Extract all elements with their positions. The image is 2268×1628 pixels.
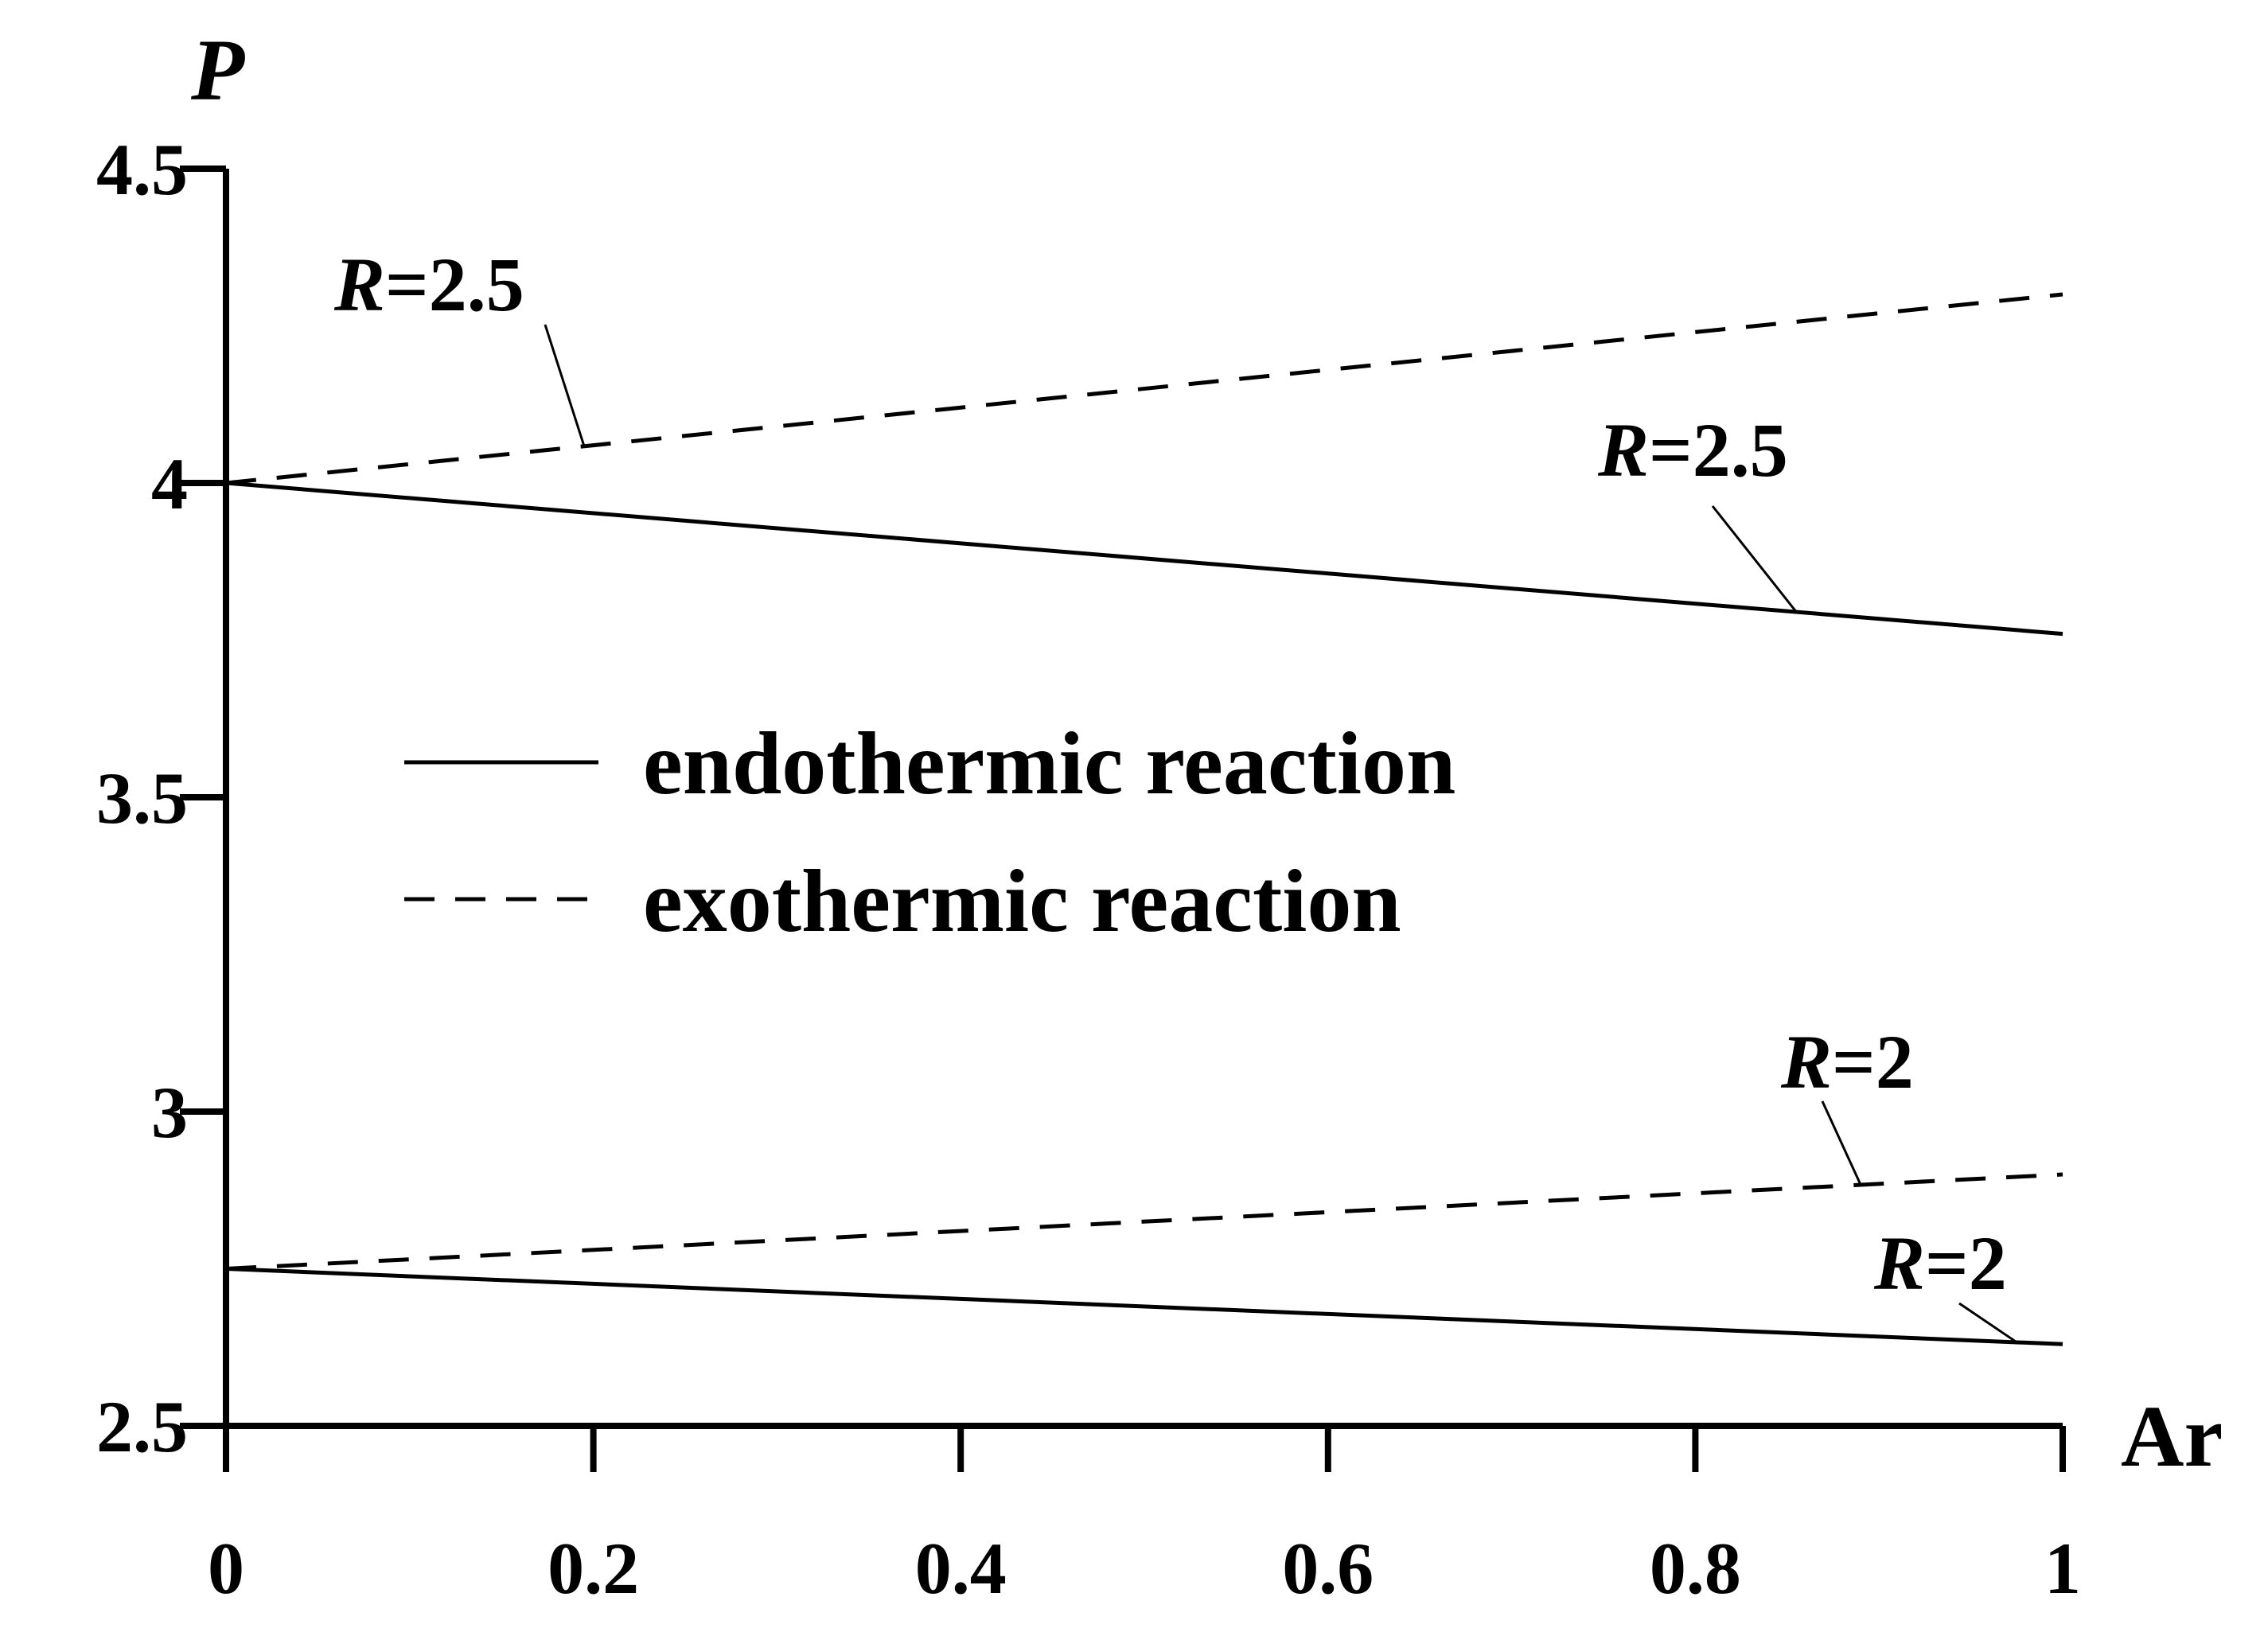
annotation-label: R=2 <box>1873 1221 2007 1306</box>
series-line-0 <box>225 292 2063 485</box>
annotation-label: R=2.5 <box>1597 407 1788 493</box>
annotation-leader <box>1821 1100 1862 1186</box>
y-axis-title: P <box>190 21 245 119</box>
annotations: R=2.5 R=2.5 R=2 R=2 <box>333 242 2018 1344</box>
annotation-leader <box>1711 505 1798 613</box>
series-layer <box>225 292 2063 1346</box>
y-tick-label: 4 <box>151 443 188 524</box>
x-tick-label: 0.4 <box>915 1528 1007 1609</box>
x-tick-label: 0.6 <box>1282 1528 1374 1609</box>
annotation-leader <box>544 324 586 447</box>
legend-label-endothermic: endothermic reaction <box>643 715 1455 813</box>
x-tick-label: 1 <box>2044 1528 2081 1609</box>
y-ticks: 2.5 3 3.5 4 4.5 <box>96 129 226 1467</box>
legend-label-exothermic: exothermic reaction <box>643 852 1401 951</box>
annotation-label: R=2.5 <box>333 242 524 327</box>
x-ticks: 0 0.2 0.4 0.6 0.8 1 <box>208 1426 2081 1609</box>
y-tick-label: 3.5 <box>96 758 188 839</box>
y-tick-label: 3 <box>151 1072 188 1153</box>
series-line-3 <box>225 1267 2063 1346</box>
y-tick-label: 2.5 <box>96 1386 188 1467</box>
annotation-label: R=2 <box>1780 1019 1914 1104</box>
legend: endothermic reaction exothermic reaction <box>404 715 1455 951</box>
x-tick-label: 0.2 <box>548 1528 639 1609</box>
x-tick-label: 0 <box>208 1528 244 1609</box>
series-line-2 <box>225 1172 2063 1271</box>
y-tick-label: 4.5 <box>96 129 188 210</box>
series-line-1 <box>225 481 2063 637</box>
annotation-leader <box>1958 1302 2018 1344</box>
x-axis-title: Ar <box>2121 1388 2223 1485</box>
x-tick-label: 0.8 <box>1650 1528 1741 1609</box>
